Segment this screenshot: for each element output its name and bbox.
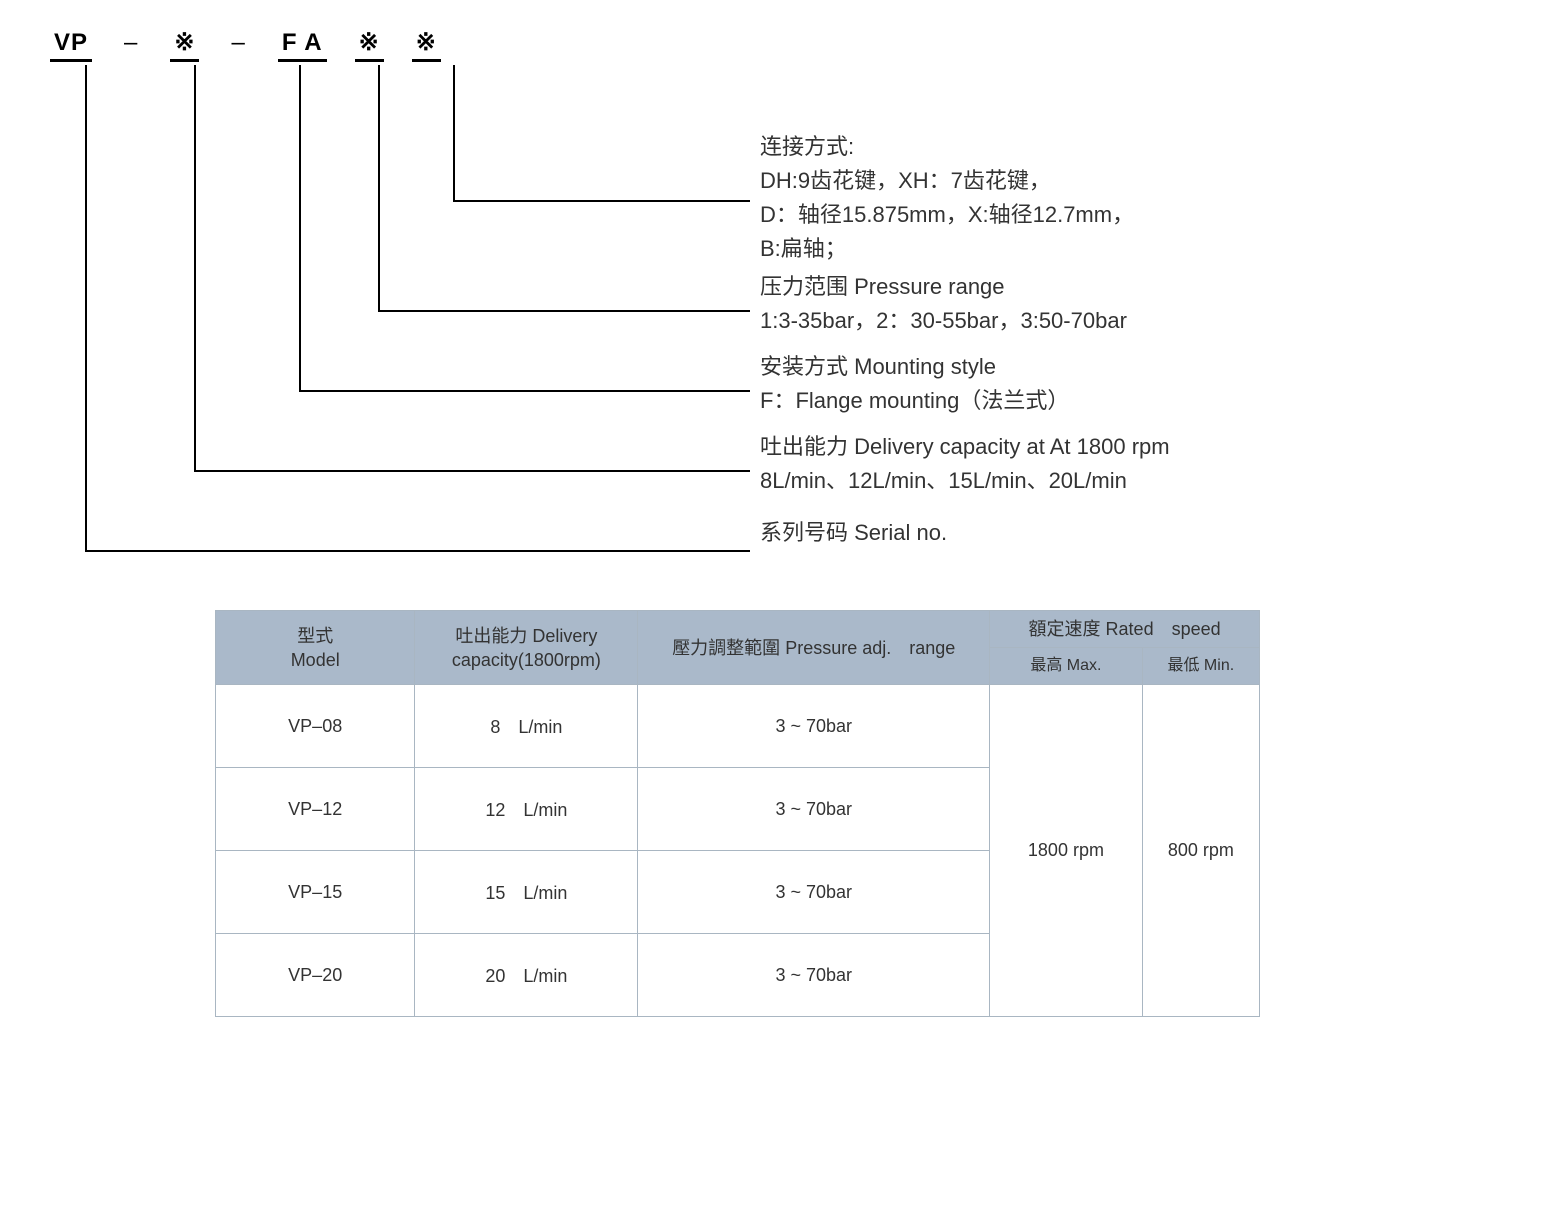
cell-pressure: 3 ~ 70bar bbox=[638, 851, 990, 934]
lead-desc-line-2-0: F：Flange mounting（法兰式） bbox=[760, 384, 1069, 418]
code-seg-4: F A bbox=[278, 29, 327, 62]
lead-hline-2 bbox=[299, 390, 750, 392]
th-rated-max: 最高 Max. bbox=[990, 648, 1142, 685]
cell-rated-max: 1800 rpm bbox=[990, 685, 1142, 1017]
cell-model: VP–20 bbox=[216, 934, 415, 1017]
lead-desc-line-1-0: 1:3-35bar，2：30-55bar，3:50-70bar bbox=[760, 304, 1127, 338]
lead-vline-4 bbox=[85, 65, 87, 550]
th-delivery-zh: 吐出能力 Delivery bbox=[455, 626, 597, 646]
lead-desc-1: 压力范围 Pressure range1:3-35bar，2：30-55bar，… bbox=[760, 270, 1127, 338]
lead-desc-title-1: 压力范围 Pressure range bbox=[760, 270, 1127, 304]
cell-delivery: 15 L/min bbox=[415, 851, 638, 934]
cell-rated-min: 800 rpm bbox=[1142, 685, 1259, 1017]
lead-desc-line-0-0: DH:9齿花键，XH：7齿花键， bbox=[760, 164, 1134, 198]
cell-pressure: 3 ~ 70bar bbox=[638, 934, 990, 1017]
code-seg-0: VP bbox=[50, 29, 92, 62]
code-seg-6: ※ bbox=[412, 28, 441, 62]
code-seg-3: – bbox=[227, 29, 249, 59]
th-model-zh: 型式 bbox=[297, 626, 333, 646]
lead-vline-3 bbox=[194, 65, 196, 470]
lead-hline-0 bbox=[453, 200, 750, 202]
lead-hline-3 bbox=[194, 470, 750, 472]
lead-desc-line-0-1: D：轴径15.875mm，X:轴径12.7mm， bbox=[760, 198, 1134, 232]
lead-hline-4 bbox=[85, 550, 750, 552]
cell-model: VP–15 bbox=[216, 851, 415, 934]
lead-vline-2 bbox=[299, 65, 301, 390]
th-pressure: 壓力調整範圍 Pressure adj. range bbox=[638, 611, 990, 685]
lead-desc-4: 系列号码 Serial no. bbox=[760, 516, 947, 550]
spec-table-wrap: 型式 Model 吐出能力 Delivery capacity(1800rpm)… bbox=[215, 610, 1260, 1017]
lead-desc-line-0-2: B:扁轴； bbox=[760, 232, 1134, 266]
th-rated-text: 額定速度 Rated speed bbox=[1029, 619, 1221, 639]
lead-desc-0: 连接方式:DH:9齿花键，XH：7齿花键，D：轴径15.875mm，X:轴径12… bbox=[760, 130, 1134, 266]
cell-pressure: 3 ~ 70bar bbox=[638, 685, 990, 768]
code-seg-5: ※ bbox=[355, 28, 384, 62]
lead-hline-1 bbox=[378, 310, 750, 312]
lead-vline-0 bbox=[453, 65, 455, 200]
code-segments: VP–※–F A※※ bbox=[50, 28, 469, 62]
lead-desc-title-3: 吐出能力 Delivery capacity at At 1800 rpm bbox=[760, 430, 1170, 464]
th-rated: 額定速度 Rated speed bbox=[990, 611, 1260, 648]
cell-delivery: 12 L/min bbox=[415, 768, 638, 851]
spec-tbody: VP–088 L/min3 ~ 70bar1800 rpm800 rpmVP–1… bbox=[216, 685, 1260, 1017]
code-seg-2: ※ bbox=[170, 28, 199, 62]
code-seg-1: – bbox=[120, 29, 142, 59]
cell-delivery: 20 L/min bbox=[415, 934, 638, 1017]
th-delivery: 吐出能力 Delivery capacity(1800rpm) bbox=[415, 611, 638, 685]
spec-table: 型式 Model 吐出能力 Delivery capacity(1800rpm)… bbox=[215, 610, 1260, 1017]
table-row: VP–088 L/min3 ~ 70bar1800 rpm800 rpm bbox=[216, 685, 1260, 768]
lead-desc-title-2: 安装方式 Mounting style bbox=[760, 350, 1069, 384]
lead-desc-3: 吐出能力 Delivery capacity at At 1800 rpm8L/… bbox=[760, 430, 1170, 498]
cell-model: VP–12 bbox=[216, 768, 415, 851]
cell-pressure: 3 ~ 70bar bbox=[638, 768, 990, 851]
th-model: 型式 Model bbox=[216, 611, 415, 685]
cell-delivery: 8 L/min bbox=[415, 685, 638, 768]
th-pressure-text: 壓力調整範圍 Pressure adj. range bbox=[672, 638, 955, 658]
lead-desc-title-0: 连接方式: bbox=[760, 130, 1134, 164]
lead-vline-1 bbox=[378, 65, 380, 310]
cell-model: VP–08 bbox=[216, 685, 415, 768]
th-model-en: Model bbox=[291, 650, 340, 670]
lead-desc-2: 安装方式 Mounting styleF：Flange mounting（法兰式… bbox=[760, 350, 1069, 418]
th-delivery-en: capacity(1800rpm) bbox=[452, 650, 601, 670]
model-code-diagram: VP–※–F A※※ bbox=[50, 20, 750, 560]
lead-desc-line-3-0: 8L/min、12L/min、15L/min、20L/min bbox=[760, 464, 1170, 498]
th-rated-min: 最低 Min. bbox=[1142, 648, 1259, 685]
lead-desc-title-4: 系列号码 Serial no. bbox=[760, 516, 947, 550]
